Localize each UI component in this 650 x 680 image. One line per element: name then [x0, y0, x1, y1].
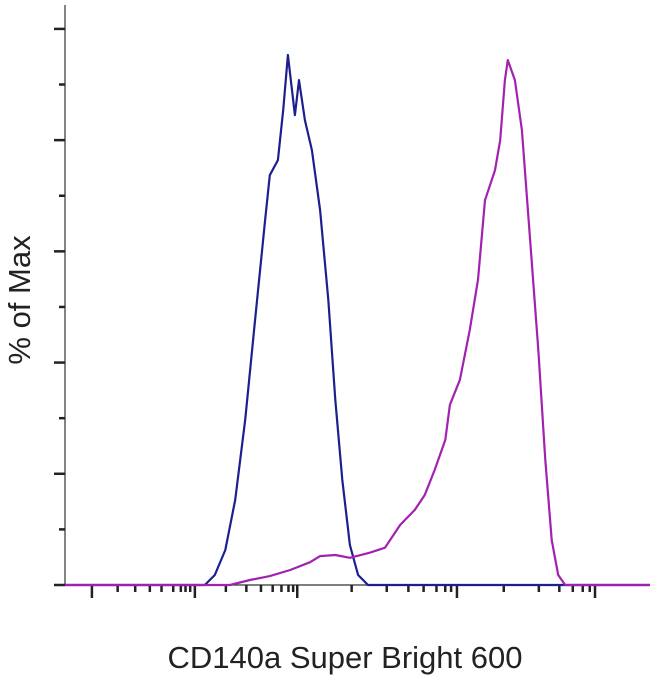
y-axis-label: % of Max — [2, 235, 37, 365]
x-axis-label: CD140a Super Bright 600 — [167, 640, 522, 675]
histogram-line — [65, 53, 650, 587]
histogram-line — [65, 59, 650, 587]
axes — [64, 5, 650, 586]
